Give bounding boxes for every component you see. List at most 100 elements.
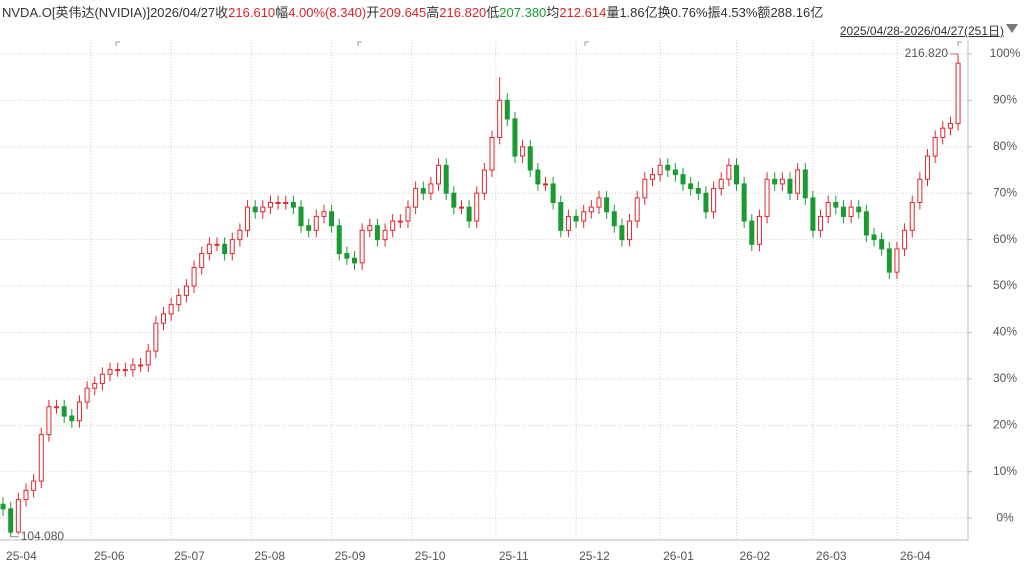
item-value: 216.610 [228,5,276,20]
candle-body [657,164,663,176]
item-value: 1.86亿 [619,5,658,20]
item-value: 207.380 [499,5,547,20]
item-value: 212.614 [559,5,607,20]
candle-body [787,178,793,194]
candle-body [726,164,732,180]
item-label: 低 [486,5,500,20]
candle-body [902,229,908,250]
candle-body [199,253,205,268]
candle-body [436,164,442,185]
y-tick-label: 0% [996,510,1014,524]
candle-body [54,406,60,409]
y-tick-label: 50% [993,278,1017,292]
candle-body [856,206,862,213]
candle-body [275,201,281,204]
candle-body [466,206,472,222]
candle-body [115,369,121,372]
candle-body [489,136,495,171]
candle-body [374,225,380,241]
x-tick-label: 25-06 [94,549,125,563]
candle-body [306,225,312,231]
candle-body [329,211,335,227]
candle-body [38,434,44,482]
x-tick-label: 25-08 [254,549,285,563]
candle-body [99,373,105,385]
candle-body [909,201,915,231]
candle-body [443,164,449,194]
candle-body [69,415,75,422]
candle-body [92,383,98,389]
candle-body [642,178,648,199]
candle-body [802,169,808,199]
candle-body [8,508,14,533]
candle-body [863,211,869,236]
candle-body [925,155,931,180]
candle-body [352,257,358,264]
item-label: 额 [757,5,771,20]
candle-body [680,174,686,185]
candle-body [176,294,182,306]
candle-body [160,313,166,324]
candle-body [61,406,67,417]
candle-body [367,225,373,231]
candle-body [107,369,113,375]
y-tick-label: 10% [993,464,1017,478]
x-tick-label: 26-04 [900,549,931,563]
candle-body [779,178,785,185]
dropdown[interactable] [1006,24,1018,33]
y-tick-label: 70% [993,185,1017,199]
candle-body [520,146,526,157]
candle-body [428,183,434,194]
date: 2026/04/27 [150,5,216,20]
candle-body [229,239,235,255]
marker [115,41,120,46]
item-label: 收 [215,5,229,20]
candle-body [565,215,571,231]
candle-body [535,169,541,185]
candle-body [0,503,6,510]
candle-body [504,99,510,120]
candle-body [481,169,487,194]
range[interactable]: 2025/04/28-2026/04/27(251日) [839,24,1004,38]
candle-body [627,220,633,241]
candle-body [130,364,136,371]
item-label: 均 [546,5,560,20]
candle-body [145,350,151,366]
candle-body [810,197,816,231]
x-tick-label: 25-07 [174,549,205,563]
candle-body [749,220,755,245]
candle-body [550,183,556,203]
candle-body [31,480,37,491]
candle-body [313,215,319,231]
candle-body [382,229,388,241]
marker [957,41,962,46]
candle-body [886,248,892,273]
candle-body [245,206,251,231]
y-tick-label: 90% [993,93,1017,107]
candle-body [138,364,144,367]
candle-body [604,197,610,213]
candle-body [23,489,29,501]
x-tick-label: 25-11 [499,549,529,563]
x-tick-label: 26-01 [663,549,694,563]
candle-body [795,169,801,194]
candle-body [183,285,189,296]
candle-body [15,499,21,533]
y-tick-label: 30% [993,371,1017,385]
candle-body [84,387,90,403]
candle-body [695,188,701,194]
candle-body [153,322,159,352]
markers [115,41,962,46]
item-value: 4.53% [720,5,758,20]
y-tick-label: 80% [993,139,1017,153]
item-label: 振 [707,5,721,20]
candle-body [596,197,602,208]
item-label: 量 [606,5,620,20]
item-value: 4.00%(8.340) [288,5,367,20]
item-value: 209.645 [379,5,427,20]
candle-body [390,220,396,231]
y-tick-label: 100% [990,46,1021,60]
candle-body [168,304,174,315]
x-tick-label: 26-02 [740,549,771,563]
candle-body [932,136,938,157]
